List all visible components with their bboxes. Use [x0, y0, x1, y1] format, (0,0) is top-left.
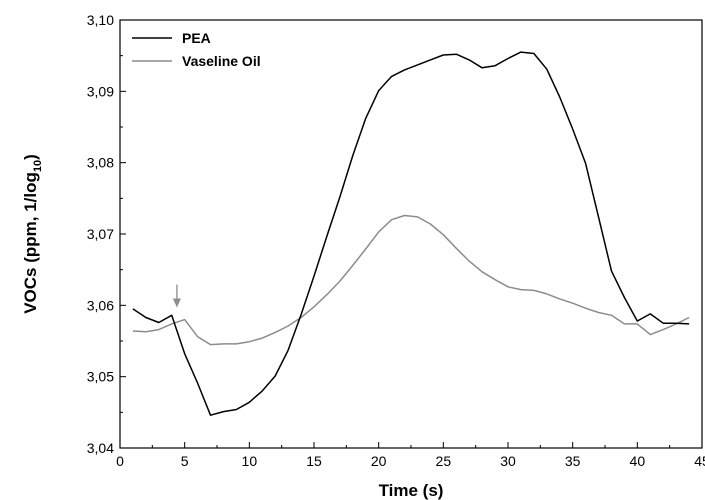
x-tick-label: 35 — [565, 453, 581, 469]
y-tick-label: 3,05 — [87, 369, 114, 385]
annotation-layer — [172, 284, 181, 308]
y-tick-label: 3,07 — [87, 226, 114, 242]
x-tick-label: 15 — [306, 453, 322, 469]
x-tick-label: 20 — [371, 453, 387, 469]
y-axis-title-main: VOCs (ppm, 1/log — [21, 172, 40, 314]
y-tick-label: 3,10 — [87, 12, 114, 28]
y-tick-label: 3,09 — [87, 83, 114, 99]
y-axis-title: VOCs (ppm, 1/log10) — [21, 154, 44, 314]
series-line-vaseline-oil — [132, 214, 690, 346]
series-layer — [132, 51, 690, 416]
y-tick-label: 3,06 — [87, 297, 114, 313]
y-axis-ticks: 3,04 3,05 3,06 3,07 3,08 3,09 3,10 — [87, 12, 126, 456]
x-tick-label: 40 — [630, 453, 646, 469]
legend-label-vaseline-oil: Vaseline Oil — [182, 53, 261, 69]
x-axis-ticks: 0 5 10 15 20 25 30 35 40 45 — [116, 442, 705, 469]
x-tick-label: 5 — [181, 453, 189, 469]
x-axis-title: Time (s) — [379, 481, 444, 500]
x-tick-label: 30 — [500, 453, 516, 469]
arrow-annotation-head — [172, 298, 181, 308]
x-tick-label: 10 — [242, 453, 258, 469]
x-tick-label: 45 — [694, 453, 705, 469]
plot-frame — [119, 19, 703, 449]
legend: PEA Vaseline Oil — [132, 30, 261, 69]
x-tick-label: 0 — [116, 453, 124, 469]
x-tick-label: 25 — [436, 453, 452, 469]
legend-label-pea: PEA — [182, 30, 211, 46]
series-line-pea — [132, 51, 690, 416]
y-axis-title-subscript: 10 — [32, 160, 44, 172]
y-tick-label: 3,04 — [87, 440, 114, 456]
y-tick-label: 3,08 — [87, 155, 114, 171]
y-axis-title-close: ) — [21, 154, 40, 160]
